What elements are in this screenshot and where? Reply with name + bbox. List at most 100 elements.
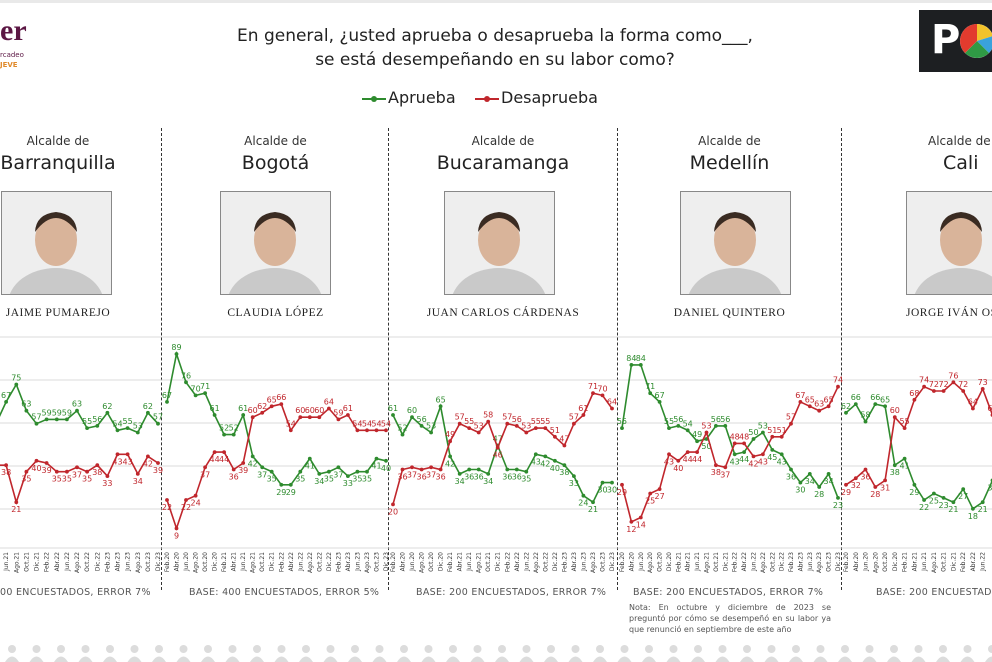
x-tick-label: Dic.20 [212,552,219,571]
person-icon [176,645,191,662]
data-point [648,391,653,396]
x-tick-label: Feb.20 [164,552,171,572]
x-tick-label: Oct.22 [316,552,323,572]
medellin-note: Nota: En octubre y diciembre de 2023 se … [629,603,831,634]
data-point [391,413,395,417]
data-point [685,428,690,433]
x-tick-label: Ago.23 [816,552,823,573]
data-point [695,450,699,454]
data-point [355,428,360,433]
data-label: 33 [343,479,353,488]
data-label: 41 [900,462,910,471]
data-point [873,402,878,406]
data-point [495,445,500,450]
data-label: 35 [62,475,72,484]
data-point [761,452,765,457]
data-label: 36 [474,473,484,482]
data-point [732,452,737,457]
data-label: 66 [870,393,880,402]
data-label: 43 [123,457,133,466]
data-point [553,434,557,439]
data-label: 76 [948,371,958,380]
data-label: 55 [82,417,92,426]
data-point [365,428,369,433]
data-label: 63 [814,400,824,409]
data-label: 23 [833,501,843,510]
data-label: 36 [512,473,522,482]
data-label: 31 [987,483,992,492]
data-label: 56 [512,415,522,424]
data-point [14,382,19,387]
data-label: 35 [362,475,372,484]
data-point [279,482,284,487]
data-label: 67 [795,391,805,400]
data-label: 60 [890,406,900,415]
data-point [419,424,424,428]
x-tick-label: Dic.22 [552,552,559,571]
person-icon [862,645,877,662]
sample-base: 00 ENCUESTADOS, ERROR 7% [0,587,151,598]
data-point [336,465,341,470]
data-label: 36 [464,473,474,482]
data-point [676,424,681,428]
data-label: 30 [597,486,607,495]
data-label: 56 [720,415,730,424]
data-point [912,397,917,402]
data-point [648,491,653,496]
data-label: 66 [851,393,861,402]
data-label: 37 [72,470,82,479]
data-label: 62 [102,402,112,411]
data-label: 65 [824,395,834,404]
data-label: 62 [841,402,851,411]
data-point [241,413,246,417]
data-label: 42 [540,459,550,468]
data-point [883,478,887,483]
data-label: 40 [550,464,560,473]
person-icon [250,645,264,662]
data-point [581,493,586,498]
person-icon [617,645,632,662]
brand-logo-left: er rcadeo JEVE [0,10,60,72]
data-label: 55 [664,417,674,426]
person-icon [446,645,460,662]
data-point [676,458,681,463]
data-point [961,389,966,393]
data-label: 29 [276,488,286,497]
data-label: 44 [210,455,220,464]
data-label: 84 [626,354,636,363]
x-tick-label: Abr.20 [853,552,860,572]
data-point [817,485,822,489]
data-point [327,469,331,474]
brand-logo-right-text: P [931,17,961,63]
data-point [203,391,208,396]
data-point [391,502,395,507]
data-point [789,467,793,472]
data-label: 57 [153,413,163,422]
data-point [505,421,510,426]
data-point [486,472,491,476]
x-tick-label: Ago.21 [476,552,483,573]
legend-disapprove-label: Desaprueba [501,88,598,107]
sample-base: BASE: 200 ENCUESTADOS [876,587,992,598]
data-point [4,400,8,404]
data-point [779,434,784,439]
data-point [807,472,812,476]
mayor-photo [220,191,331,295]
data-label: 73 [978,378,988,387]
data-point [307,415,312,420]
data-label: 54 [381,419,391,428]
x-tick-label: Oct.20 [428,552,435,572]
data-label: 37 [407,470,417,479]
data-label: 59 [62,408,72,417]
data-label: 34 [805,477,815,486]
data-label: 52 [397,424,407,433]
data-point [146,454,150,459]
data-label: 72 [929,380,939,389]
data-point [902,426,907,430]
chart-legend: Aprueba Desaprueba [360,88,620,110]
data-point [14,500,19,505]
